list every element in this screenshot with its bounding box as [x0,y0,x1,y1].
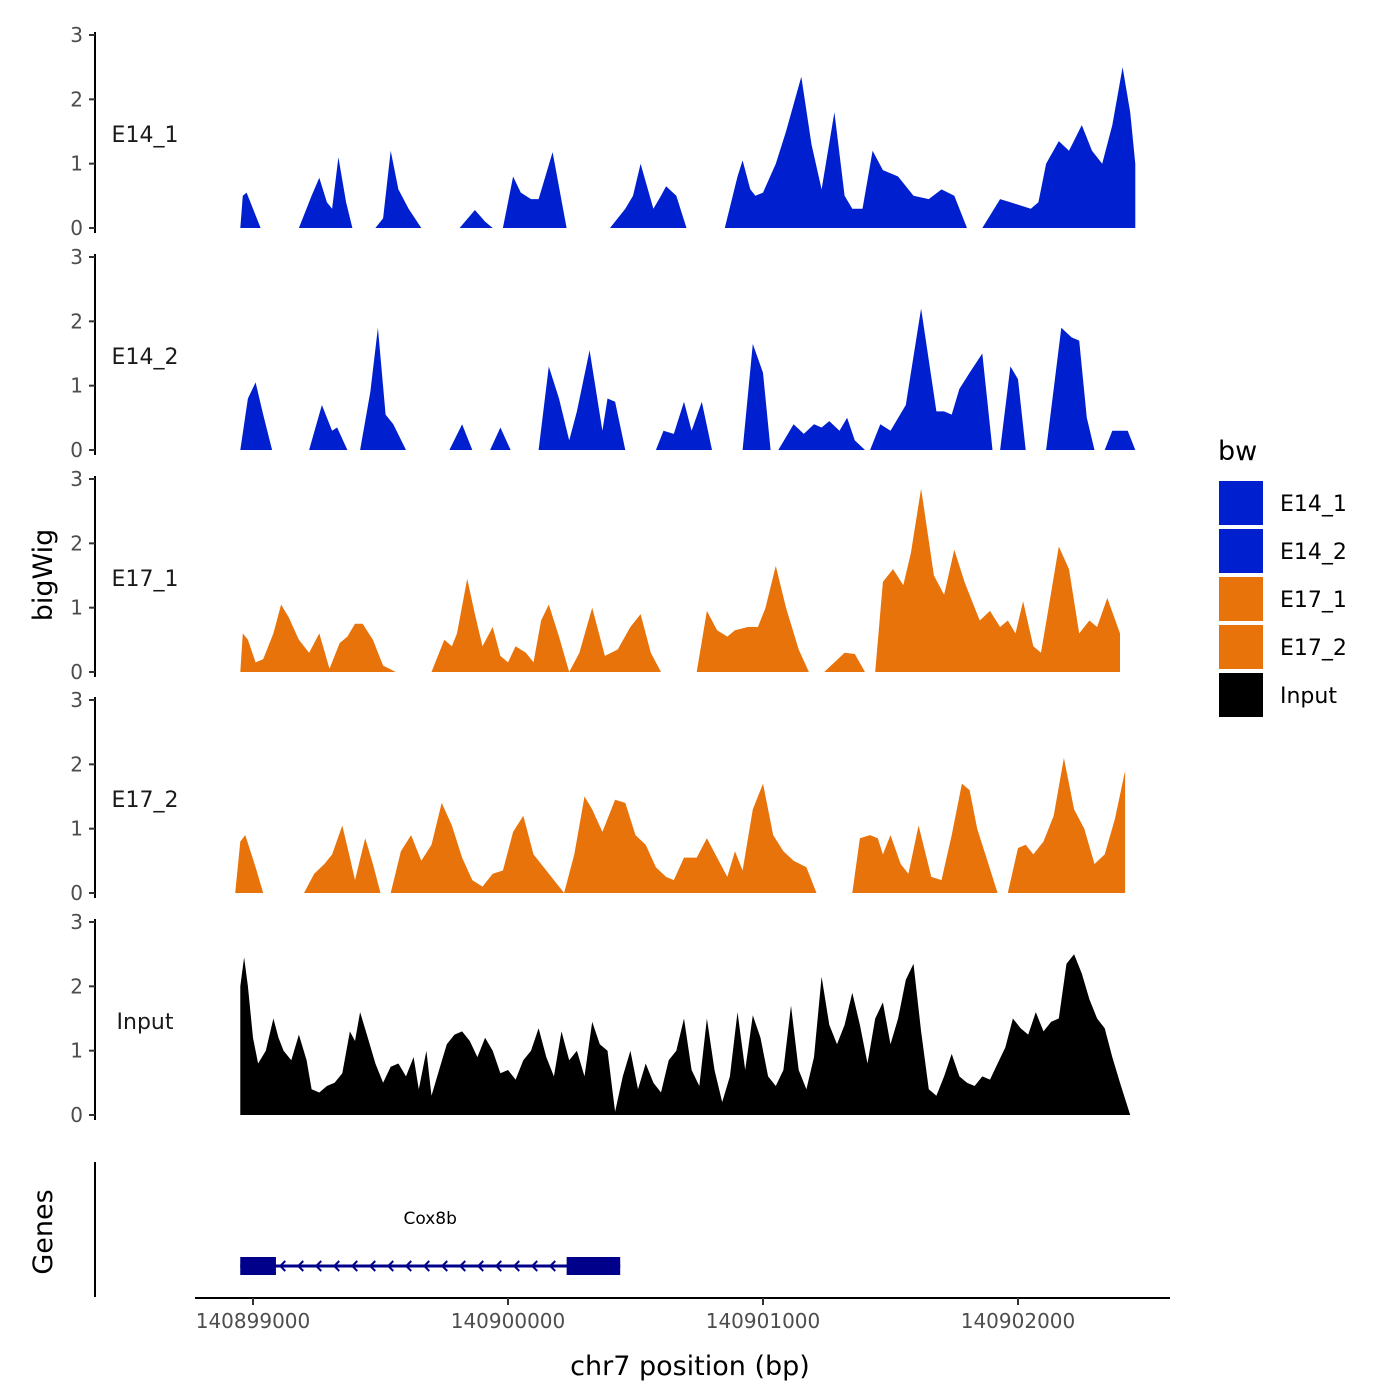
y-tick-label-E17_1-3: 3 [70,467,83,491]
x-tick-label-140902000: 140902000 [961,1309,1076,1333]
strand-arrow [296,1260,304,1272]
strand-arrow [404,1260,412,1272]
y-tick-label-E14_2-2: 2 [70,309,83,333]
area-Input [240,954,1136,1115]
strand-arrow [512,1260,520,1272]
legend-swatch-E14_2 [1217,527,1265,575]
strand-arrow [278,1260,286,1272]
legend-swatch-Input [1217,671,1265,719]
y-tick-label-E17_2-1: 1 [70,817,83,841]
track-label-Input: Input [117,1010,174,1035]
strand-arrow [548,1260,556,1272]
strand-arrow [530,1260,538,1272]
area-E14_2 [240,308,1136,450]
area-E17_2 [235,757,1126,893]
y-tick-label-E17_1-0: 0 [70,660,83,684]
y-tick-label-Input-2: 2 [70,974,83,998]
y-tick-label-Input-0: 0 [70,1103,83,1127]
strand-arrow [350,1260,358,1272]
y-tick-label-E17_2-0: 0 [70,881,83,905]
tracks-layer: 0 1 2 3 E14_1 0 1 2 3 E14_2 0 1 2 3 E17_1 0 1 2 3 E17_2 0 1 2 3… [70,23,1136,1127]
strand-arrow [332,1260,340,1272]
x-axis-title: chr7 position (bp) [570,1351,810,1382]
strand-arrow [494,1260,502,1272]
y-tick-label-Input-3: 3 [70,910,83,934]
genes-panel: Cox8b [94,1162,621,1297]
strand-arrow [476,1260,484,1272]
y-tick-label-Input-1: 1 [70,1039,83,1063]
legend-title: bw [1218,436,1257,467]
track-E17_1: 0 1 2 3 E17_1 [70,467,1121,684]
strand-arrow [440,1260,448,1272]
x-axis: 140899000 140900000 140901000 140902000 [195,1297,1170,1333]
track-E17_2: 0 1 2 3 E17_2 [70,688,1126,905]
exon-Cox8b-1 [240,1257,276,1275]
x-tick-label-140901000: 140901000 [706,1309,821,1333]
y-tick-label-E14_1-0: 0 [70,216,83,240]
track-label-E14_1: E14_1 [112,123,179,148]
track-Input: 0 1 2 3 Input [70,910,1136,1127]
y-tick-label-E14_2-3: 3 [70,245,83,269]
legend-swatch-E17_1 [1217,575,1265,623]
track-E14_2: 0 1 2 3 E14_2 [70,245,1136,462]
strand-arrow [458,1260,466,1272]
legend: bw E14_1 E14_2 E17_1 E17_2 Input [1217,436,1347,719]
area-E14_1 [240,67,1136,228]
legend-label-E14_1: E14_1 [1280,492,1347,517]
strand-arrow [368,1260,376,1272]
track-label-E14_2: E14_2 [112,345,179,370]
legend-swatch-E17_2 [1217,623,1265,671]
exon-Cox8b-2 [566,1257,621,1275]
y-tick-label-E14_2-1: 1 [70,374,83,398]
y-tick-label-E17_1-2: 2 [70,531,83,555]
gene-label-Cox8b: Cox8b [404,1209,457,1229]
legend-label-E17_2: E17_2 [1280,636,1347,661]
strand-arrow [422,1260,430,1272]
genes-panel-title: Genes [28,1189,59,1274]
y-tick-label-E14_1-3: 3 [70,23,83,47]
track-label-E17_2: E17_2 [112,788,179,813]
legend-label-E14_2: E14_2 [1280,540,1347,565]
x-tick-label-140899000: 140899000 [196,1309,311,1333]
area-E17_1 [240,488,1121,672]
y-axis-title: bigWig [28,529,59,622]
strand-arrow [314,1260,322,1272]
y-tick-label-E14_1-2: 2 [70,87,83,111]
legend-label-E17_1: E17_1 [1280,588,1347,613]
legend-swatch-E14_1 [1217,479,1265,527]
track-label-E17_1: E17_1 [112,567,179,592]
y-tick-label-E14_1-1: 1 [70,152,83,176]
y-tick-label-E17_2-3: 3 [70,688,83,712]
strand-arrow [386,1260,394,1272]
y-tick-label-E17_1-1: 1 [70,596,83,620]
gene-Cox8b: Cox8b [240,1209,621,1275]
y-tick-label-E14_2-0: 0 [70,438,83,462]
legend-label-Input: Input [1280,684,1337,709]
x-tick-label-140900000: 140900000 [451,1309,566,1333]
y-tick-label-E17_2-2: 2 [70,752,83,776]
track-E14_1: 0 1 2 3 E14_1 [70,23,1136,240]
